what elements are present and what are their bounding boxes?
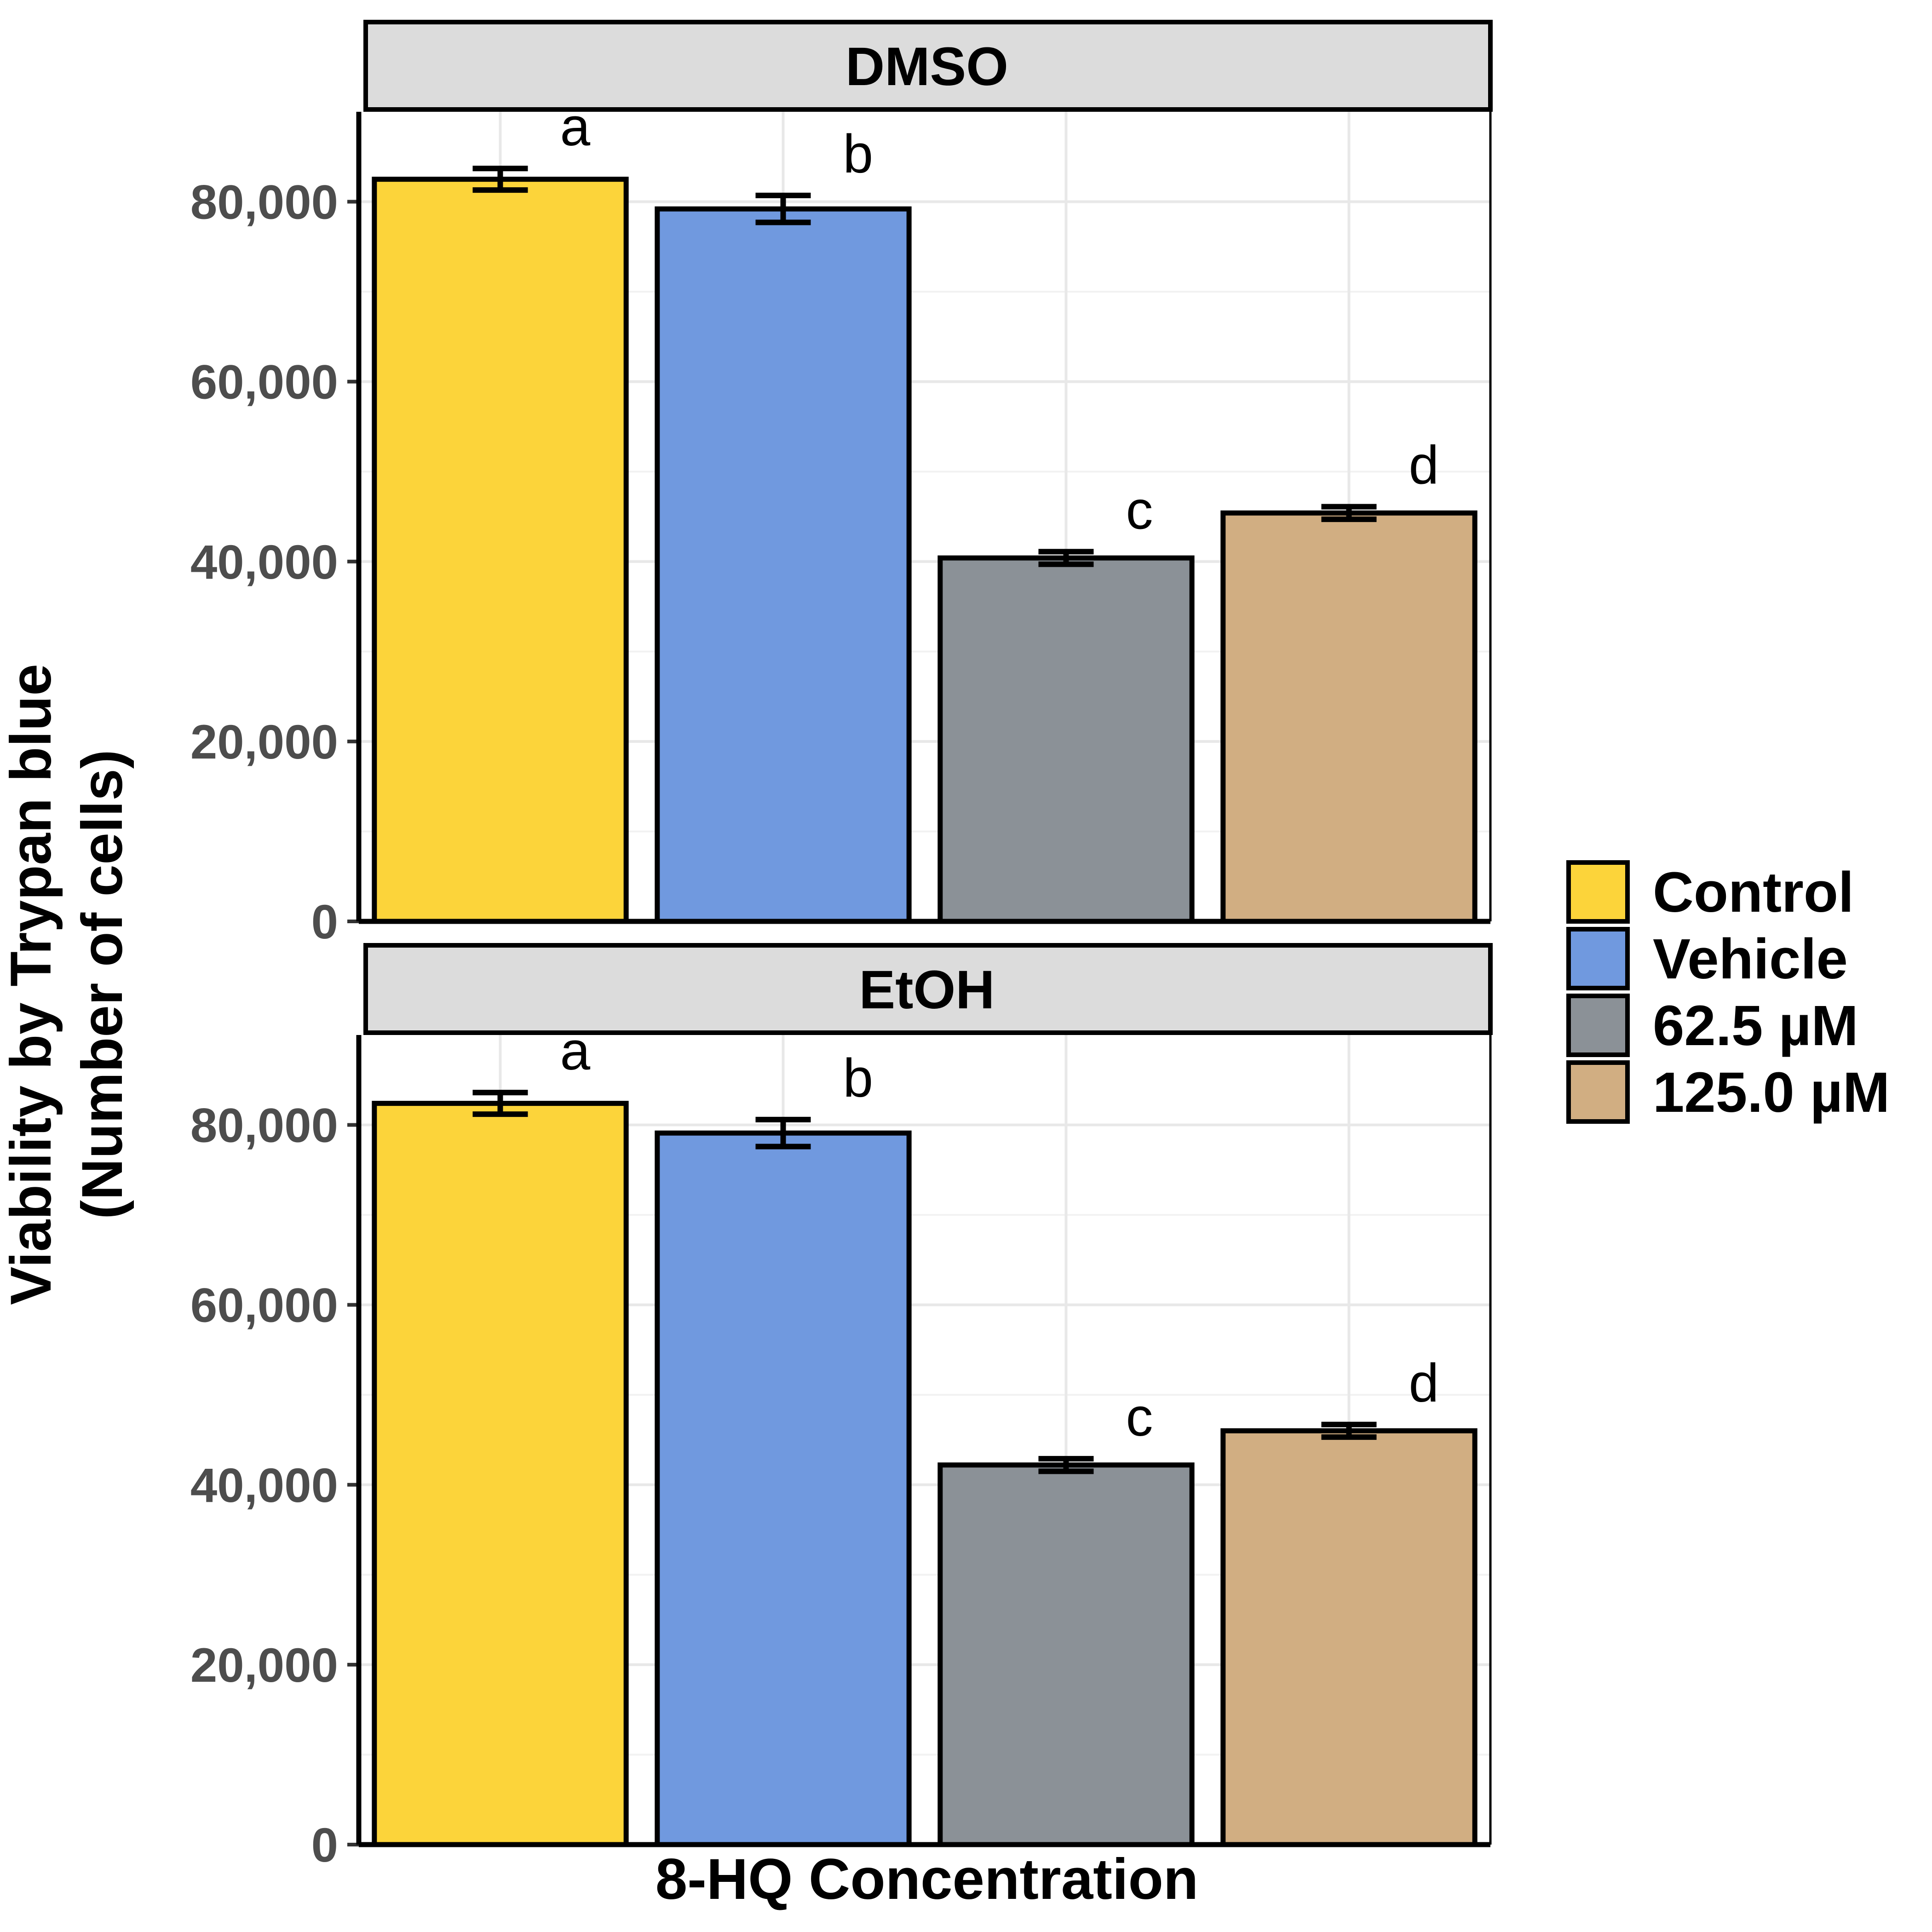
error-bar-1-3 [1321,1421,1377,1440]
legend-label: 125.0 µM [1653,1061,1890,1124]
legend-item-2: 62.5 µM [1566,994,1858,1058]
facet-strip [363,943,1493,1035]
y-axis-title: Viability by Trypan blue (Number of cell… [0,664,134,1305]
significance-letter-0-2: c [1126,480,1153,540]
y-tick-label: 40,000 [190,1459,338,1512]
bar-1-0 [372,1101,629,1847]
error-bar-0-0 [472,166,528,193]
facet-strip-label: DMSO [845,36,1008,97]
bar-0-3 [1220,510,1478,924]
facet-strip [363,20,1493,112]
bar-1-2 [937,1462,1195,1847]
error-bar-0-2 [1038,549,1094,567]
error-bar-1-1 [755,1116,811,1150]
legend-swatch [1566,860,1630,924]
legend-item-3: 125.0 µM [1566,1060,1890,1124]
facet-strip-label: EtOH [859,960,995,1020]
error-bar-1-2 [1038,1456,1094,1474]
y-tick-label: 20,000 [190,1639,338,1692]
bar-0-2 [937,555,1195,924]
error-bar-0-1 [755,192,811,225]
y-tick-label: 0 [311,895,338,949]
significance-letter-0-3: d [1409,435,1439,495]
y-tick-label: 0 [311,1818,338,1872]
significance-letter-0-1: b [843,124,874,184]
legend-swatch [1566,1060,1630,1124]
legend-label: 62.5 µM [1653,995,1858,1058]
legend-item-0: Control [1566,860,1854,924]
legend-swatch [1566,994,1630,1057]
y-tick-label: 20,000 [190,715,338,769]
bar-0-1 [655,206,912,924]
x-axis-title: 8-HQ Concentration [656,1847,1199,1911]
y-tick-label: 60,000 [190,356,338,409]
error-bar-1-0 [472,1090,528,1117]
bar-1-3 [1220,1428,1478,1847]
y-tick-label: 60,000 [190,1279,338,1333]
bar-1-1 [655,1130,912,1847]
legend-label: Control [1653,861,1854,924]
significance-letter-1-2: c [1126,1387,1153,1448]
y-axis-title-line-2: (Number of cells) [70,750,134,1219]
legend-label: Vehicle [1653,928,1848,991]
error-bar-0-3 [1321,504,1377,522]
y-tick-label: 80,000 [190,176,338,230]
y-tick-label: 40,000 [190,535,338,589]
y-tick-label: 80,000 [190,1099,338,1153]
legend-item-1: Vehicle [1566,927,1848,991]
y-axis-title-line-1: Viability by Trypan blue [0,664,63,1305]
legend-swatch [1566,927,1630,990]
significance-letter-1-1: b [843,1048,874,1109]
bar-0-0 [372,177,629,924]
significance-letter-1-3: d [1409,1353,1439,1414]
